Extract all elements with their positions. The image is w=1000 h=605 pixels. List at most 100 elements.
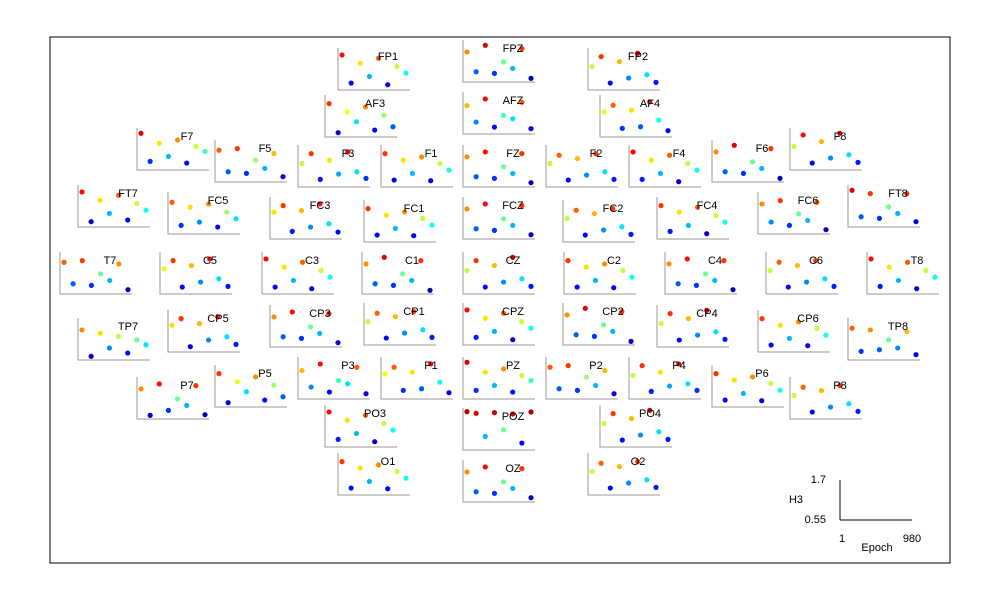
data-point [932, 274, 938, 280]
data-point [418, 258, 424, 264]
data-point [437, 160, 443, 167]
data-point [777, 387, 783, 393]
data-point [510, 222, 516, 229]
data-point [383, 212, 389, 218]
mini-axes [269, 305, 342, 348]
data-point [390, 282, 397, 288]
data-point [713, 212, 719, 219]
channel-label: FC5 [208, 195, 229, 207]
data-point [344, 109, 350, 115]
data-point [224, 209, 230, 215]
channel-label: F1 [425, 148, 438, 160]
data-point [904, 259, 911, 265]
data-point [79, 258, 85, 264]
data-point [400, 157, 406, 163]
mini-axes [462, 252, 535, 295]
data-point [464, 359, 470, 365]
data-point [749, 159, 756, 165]
data-point [392, 313, 399, 320]
channel-label: F2 [590, 148, 603, 160]
data-point [107, 277, 113, 284]
data-point [289, 309, 295, 315]
data-point [620, 267, 626, 274]
channel-label: P2 [589, 360, 602, 372]
data-point [464, 307, 470, 313]
data-point [500, 279, 507, 285]
data-point [607, 80, 613, 86]
data-point [556, 386, 562, 392]
data-point [298, 335, 305, 341]
data-point [375, 462, 382, 468]
data-point [482, 96, 488, 102]
channel-label: CP5 [207, 313, 228, 325]
data-point [500, 59, 507, 65]
data-point [345, 381, 351, 387]
data-point [777, 322, 783, 328]
data-point [411, 233, 417, 239]
data-point [923, 267, 929, 274]
mini-axes [363, 200, 436, 243]
data-point [335, 229, 341, 235]
data-point [353, 119, 360, 125]
data-point [187, 344, 193, 350]
data-point [759, 316, 765, 322]
mini-axes [462, 357, 535, 400]
mini-axes [545, 145, 618, 188]
data-point [344, 417, 350, 423]
data-point [619, 437, 625, 443]
data-point [335, 130, 341, 136]
data-point [547, 364, 553, 370]
data-point [134, 337, 140, 343]
data-point [684, 256, 690, 262]
data-point [846, 401, 852, 407]
data-point [326, 311, 332, 317]
data-point [216, 371, 222, 377]
data-point [519, 276, 525, 282]
data-point [170, 258, 176, 264]
mini-axes [324, 405, 397, 448]
data-point [298, 207, 305, 214]
mini-axes [757, 310, 830, 353]
mini-axes [462, 197, 535, 240]
data-point [429, 334, 435, 340]
data-point [188, 262, 195, 269]
data-point [519, 151, 525, 157]
mini-axes [462, 92, 535, 135]
mini-axes [789, 377, 862, 420]
mini-axes [789, 128, 862, 171]
data-point [914, 286, 920, 292]
data-point [381, 254, 387, 260]
data-point [913, 219, 919, 225]
data-point [619, 125, 625, 131]
data-point [224, 334, 230, 340]
data-point [403, 70, 409, 76]
data-point [464, 206, 470, 212]
data-point [694, 332, 701, 338]
data-point [464, 409, 470, 415]
data-point [262, 165, 268, 172]
data-point [759, 201, 765, 207]
channel-label: POZ [502, 411, 525, 423]
data-point [61, 259, 67, 265]
mini-axes [599, 405, 672, 448]
data-point [849, 325, 855, 331]
mini-axes [297, 357, 370, 400]
mini-axes [214, 140, 287, 183]
data-point [610, 328, 616, 335]
mini-axes [656, 305, 729, 348]
data-point [858, 214, 864, 220]
data-point [722, 336, 728, 342]
data-point [326, 221, 332, 227]
data-point [895, 277, 902, 284]
data-point [702, 271, 709, 277]
channel-label: P6 [755, 368, 768, 380]
data-point [143, 207, 149, 213]
data-point [491, 328, 498, 335]
data-point [658, 320, 664, 327]
scale-y-max: 1.7 [811, 474, 826, 486]
mini-axes [136, 128, 209, 171]
data-point [202, 148, 208, 155]
data-point [400, 387, 406, 393]
data-point [473, 174, 479, 180]
data-point [867, 191, 873, 197]
